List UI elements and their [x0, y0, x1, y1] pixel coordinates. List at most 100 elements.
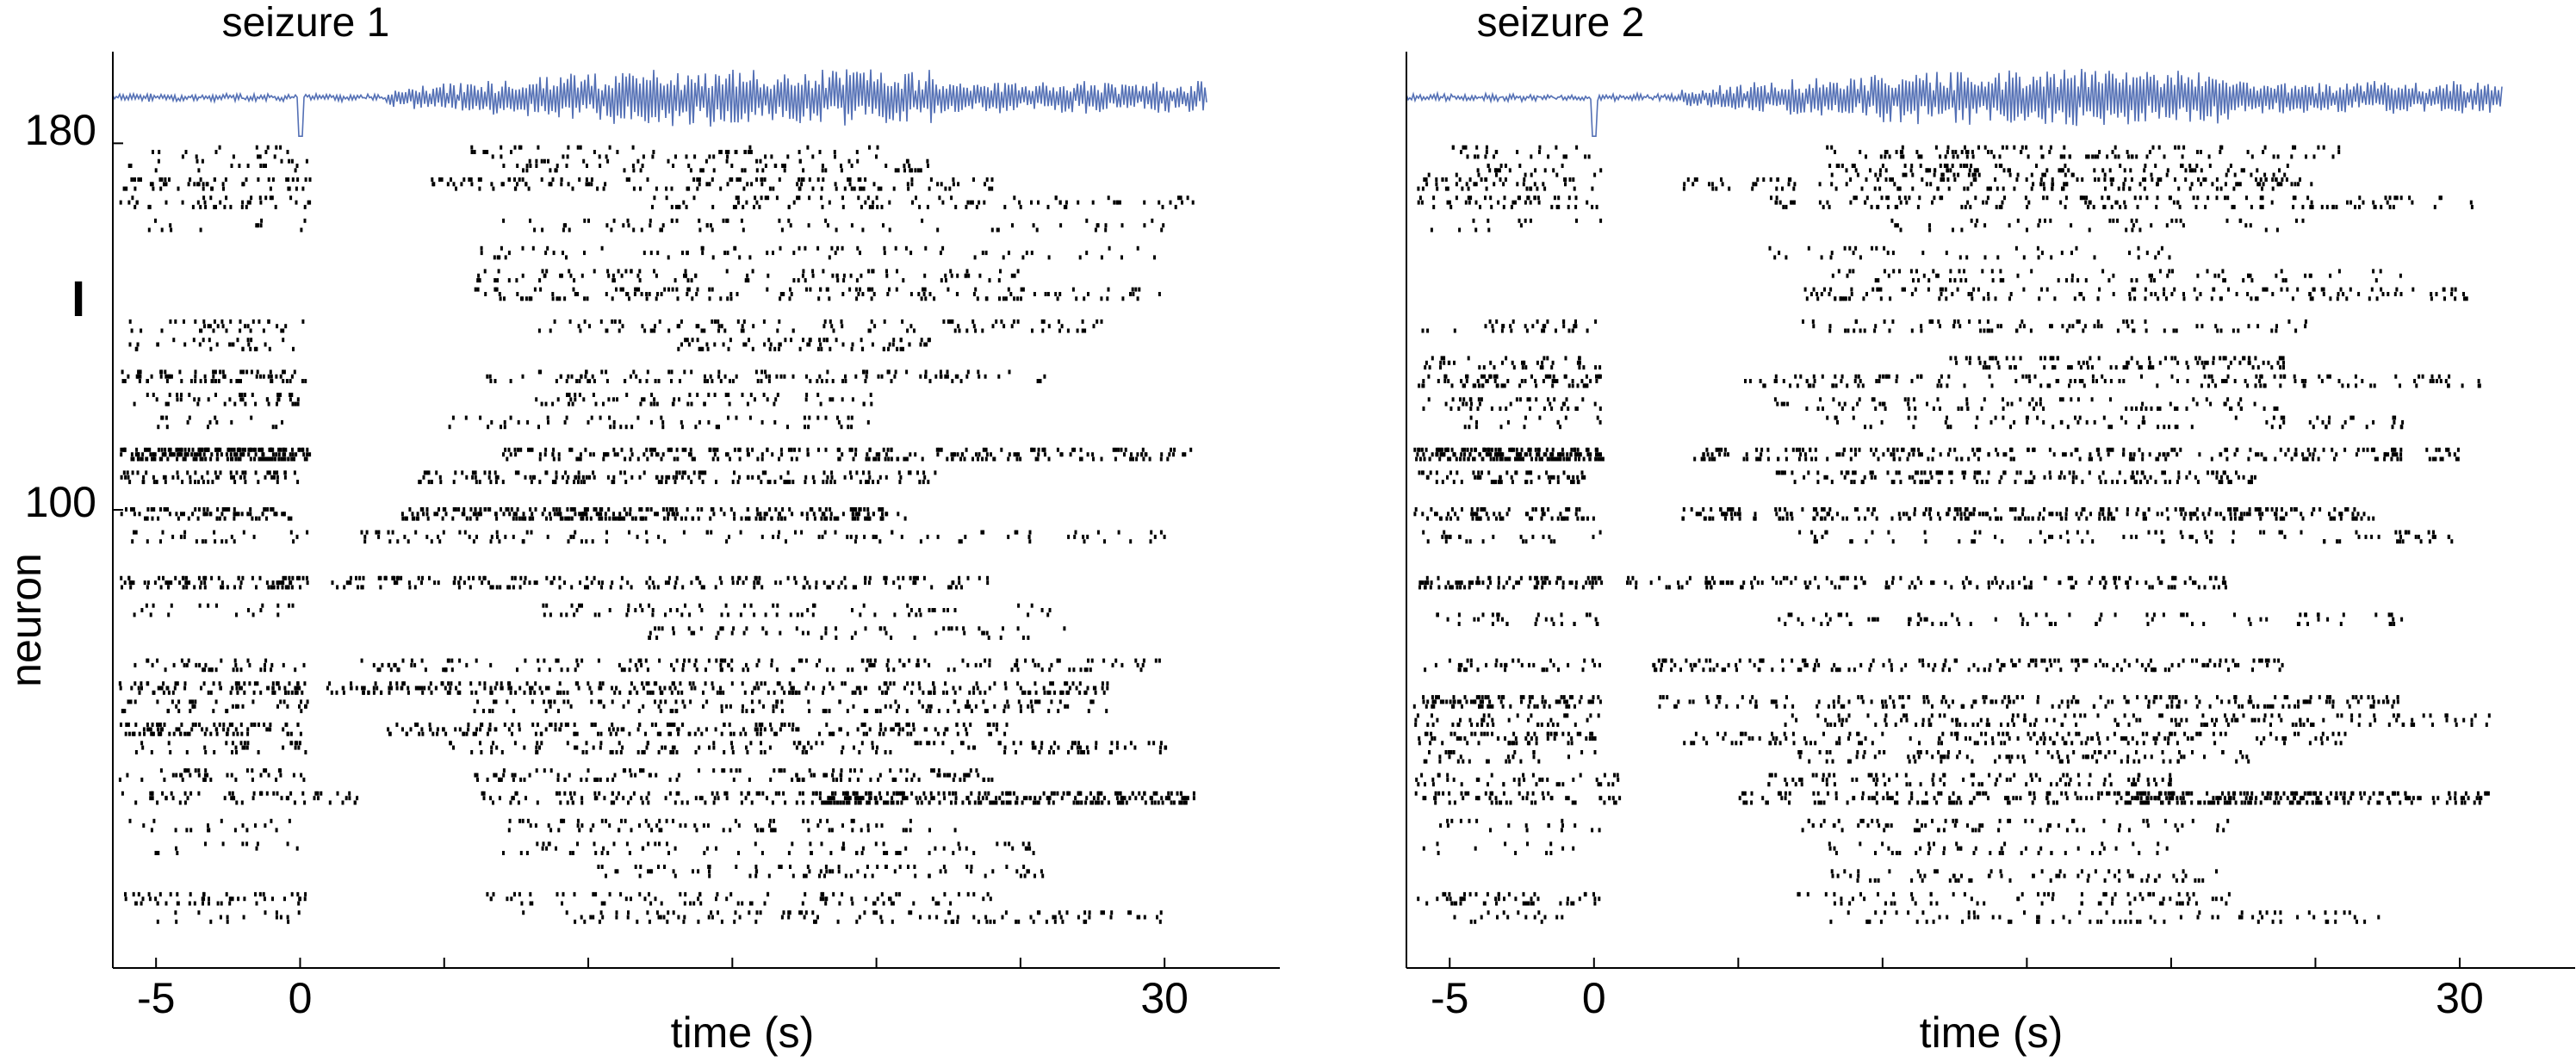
- spike: [878, 772, 882, 778]
- spike: [1129, 741, 1133, 746]
- spike: [162, 575, 164, 580]
- spike: [909, 452, 912, 457]
- spike: [690, 278, 693, 282]
- spike: [869, 658, 872, 663]
- spike: [1037, 662, 1040, 667]
- spike: [754, 516, 758, 521]
- spike: [1091, 200, 1095, 205]
- spike: [881, 516, 885, 521]
- spike: [605, 818, 607, 823]
- spike: [714, 727, 717, 732]
- spike: [613, 690, 617, 695]
- spike: [711, 319, 714, 324]
- spike: [1079, 791, 1083, 796]
- spike: [303, 681, 307, 686]
- spike: [586, 507, 589, 512]
- spike: [533, 227, 537, 233]
- spike: [628, 296, 630, 301]
- spike: [513, 772, 517, 778]
- spike: [951, 379, 954, 383]
- spike: [183, 731, 187, 736]
- spike: [129, 699, 133, 704]
- spike: [850, 475, 853, 480]
- spike: [255, 585, 258, 590]
- spike: [878, 475, 882, 480]
- spike: [290, 690, 294, 695]
- spike: [264, 823, 267, 828]
- spike: [209, 731, 213, 736]
- spike: [657, 534, 661, 539]
- spike: [664, 612, 667, 617]
- spike: [490, 750, 493, 754]
- spike: [664, 745, 667, 750]
- spike: [665, 507, 668, 512]
- spike: [534, 731, 537, 736]
- spike: [667, 287, 670, 292]
- spike: [140, 608, 144, 612]
- spike: [849, 273, 853, 278]
- spike: [513, 741, 517, 746]
- spike: [1027, 612, 1030, 617]
- spike: [160, 227, 164, 233]
- spike: [282, 512, 286, 517]
- spike: [220, 452, 223, 457]
- spike: [681, 447, 685, 452]
- spike: [1000, 319, 1003, 324]
- spike: [890, 447, 893, 452]
- spike: [756, 828, 760, 833]
- spike: [500, 507, 502, 512]
- spike: [270, 667, 273, 673]
- spike: [558, 575, 562, 580]
- spike: [808, 177, 811, 182]
- spike: [648, 636, 651, 640]
- spike: [217, 379, 220, 383]
- spike: [733, 447, 736, 452]
- spike: [614, 516, 618, 521]
- spike: [779, 292, 783, 296]
- spike: [982, 530, 985, 535]
- spike: [827, 800, 830, 805]
- spike: [264, 150, 268, 154]
- spike: [977, 369, 980, 375]
- spike: [826, 338, 829, 343]
- spike: [226, 731, 229, 736]
- spike: [220, 818, 223, 823]
- spike: [798, 150, 801, 154]
- spike: [988, 662, 991, 667]
- spike: [684, 603, 686, 608]
- spike: [693, 686, 697, 691]
- spike: [1081, 328, 1084, 333]
- spike: [974, 662, 978, 667]
- spike: [567, 475, 570, 480]
- spike: [878, 539, 882, 544]
- spike: [291, 452, 295, 457]
- spike: [910, 168, 914, 173]
- spike: [202, 338, 205, 343]
- spike: [1083, 296, 1086, 301]
- spike: [221, 507, 225, 512]
- spike: [947, 287, 950, 292]
- spike: [809, 287, 812, 292]
- spike: [925, 342, 928, 347]
- spike: [806, 447, 810, 452]
- spike: [552, 456, 556, 462]
- spike: [999, 269, 1002, 274]
- spike: [540, 690, 543, 695]
- spike: [146, 580, 150, 586]
- spike: [865, 480, 868, 485]
- spike: [568, 269, 571, 274]
- spike: [271, 580, 275, 586]
- spike: [166, 401, 170, 406]
- spike: [922, 287, 924, 292]
- spike: [782, 292, 785, 296]
- spike: [133, 177, 136, 182]
- spike: [1019, 204, 1022, 209]
- spike: [775, 612, 779, 617]
- spike: [1119, 800, 1122, 805]
- spike: [853, 690, 857, 695]
- spike: [181, 154, 184, 159]
- spike: [838, 447, 841, 452]
- spike: [778, 681, 781, 686]
- spike: [1160, 227, 1164, 233]
- spike: [927, 480, 930, 485]
